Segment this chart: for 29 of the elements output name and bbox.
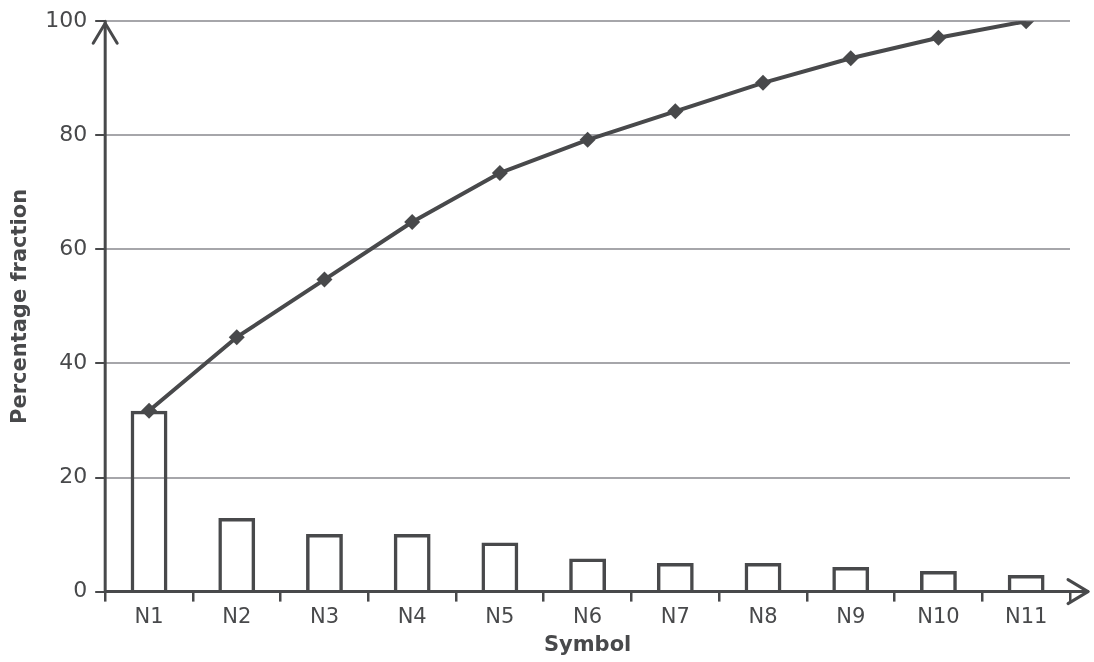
y-tick-label: 100 xyxy=(45,6,88,32)
point xyxy=(404,213,421,230)
y-axis-title: Percentage fraction xyxy=(7,188,32,424)
x-axis-title: Symbol xyxy=(543,631,632,656)
point xyxy=(667,103,684,120)
x-tick-label: N6 xyxy=(573,603,603,628)
x-tick-label: N9 xyxy=(836,603,866,628)
point xyxy=(930,29,947,46)
y-tick-label: 60 xyxy=(59,235,88,261)
y-tick-label: 0 xyxy=(73,577,88,603)
x-tick-label: N8 xyxy=(748,603,778,628)
x-tick-label: N10 xyxy=(917,603,960,628)
x-tick-label: N2 xyxy=(222,603,252,628)
x-tick-label: N11 xyxy=(1004,603,1048,628)
x-tick-label: N4 xyxy=(397,603,427,628)
x-tick-label: N3 xyxy=(309,603,340,628)
point xyxy=(579,131,596,148)
point xyxy=(316,271,333,288)
y-tick-label: 20 xyxy=(59,463,88,489)
y-tick-label: 40 xyxy=(59,349,88,375)
x-tick-label: N5 xyxy=(485,603,515,628)
point xyxy=(491,164,508,181)
x-tick-label: N1 xyxy=(134,603,164,628)
point xyxy=(228,329,245,346)
y-tick-label: 80 xyxy=(59,121,88,146)
point xyxy=(842,50,859,67)
point xyxy=(141,402,158,419)
point xyxy=(755,74,772,91)
x-tick-label: N7 xyxy=(660,603,690,628)
